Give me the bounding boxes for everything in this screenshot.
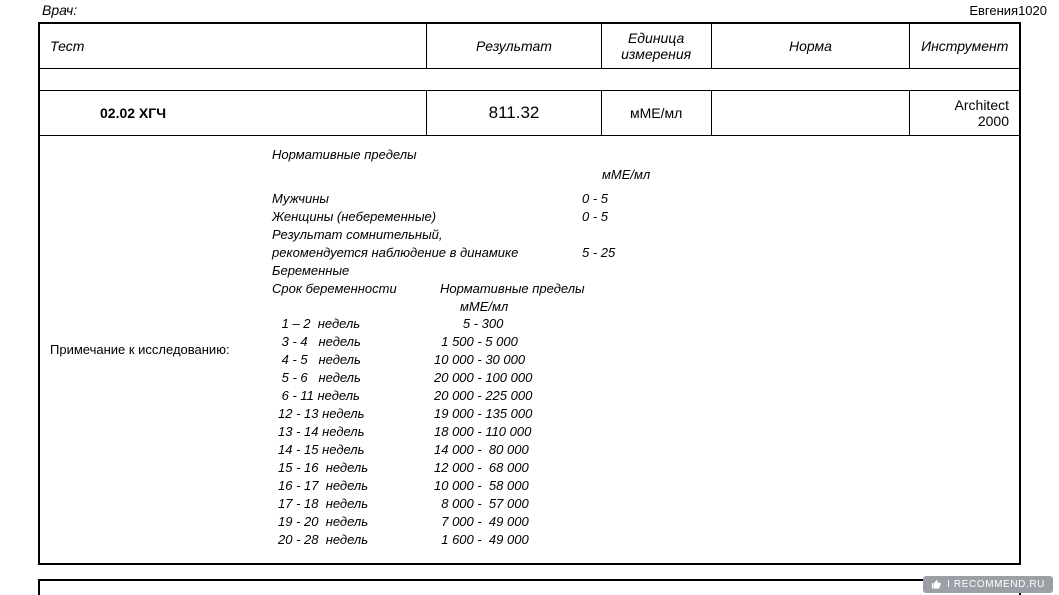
notes-line-label: рекомендуется наблюдение в динамике [272, 244, 582, 262]
notes-unit: мМЕ/мл [272, 166, 650, 184]
notes-body: Нормативные пределы мМЕ/мл Мужчины0 - 5Ж… [272, 146, 650, 549]
pregnancy-row: 17 - 18 недель 8 000 - 57 000 [272, 495, 650, 513]
test-name: 02.02 ХГЧ [39, 91, 427, 136]
pregnancy-row: 15 - 16 недель12 000 - 68 000 [272, 459, 650, 477]
notes-line-label: Результат сомнительный, [272, 226, 582, 244]
notes-line: Женщины (небеременные)0 - 5 [272, 208, 650, 226]
thumb-up-icon [931, 579, 942, 590]
pregnancy-weeks: 1 – 2 недель [272, 315, 434, 333]
notes-line-label: Беременные [272, 262, 582, 280]
preg-hdr-col1: Срок беременности [272, 280, 440, 298]
pregnancy-row: 4 - 5 недель10 000 - 30 000 [272, 351, 650, 369]
pregnancy-row: 20 - 28 недель 1 600 - 49 000 [272, 531, 650, 549]
col-norm: Норма [711, 23, 910, 69]
pregnancy-weeks: 4 - 5 недель [272, 351, 434, 369]
notes-line: рекомендуется наблюдение в динамике5 - 2… [272, 244, 650, 262]
next-section-box [38, 579, 1021, 595]
pregnancy-range: 18 000 - 110 000 [434, 423, 531, 441]
result-row: 02.02 ХГЧ 811.32 мМЕ/мл Architect 2000 [39, 91, 1020, 136]
results-table: Тест Результат Единица измерения Норма И… [38, 22, 1021, 565]
col-result: Результат [427, 23, 601, 69]
col-test: Тест [39, 23, 427, 69]
pregnancy-weeks: 13 - 14 недель [272, 423, 434, 441]
notes-cell: Примечание к исследованию: Нормативные п… [39, 136, 1020, 564]
pregnancy-weeks: 19 - 20 недель [272, 513, 434, 531]
pregnancy-range: 5 - 300 [434, 315, 503, 333]
irecommend-badge: I RECOMMEND.RU [923, 576, 1053, 593]
pregnancy-range: 7 000 - 49 000 [434, 513, 529, 531]
notes-line-value: 0 - 5 [582, 190, 608, 208]
pregnancy-row: 3 - 4 недель 1 500 - 5 000 [272, 333, 650, 351]
pregnancy-weeks: 12 - 13 недель [272, 405, 434, 423]
pregnancy-row: 1 – 2 недель 5 - 300 [272, 315, 650, 333]
pregnancy-row: 5 - 6 недель20 000 - 100 000 [272, 369, 650, 387]
badge-text: I RECOMMEND.RU [947, 579, 1045, 590]
notes-line: Мужчины0 - 5 [272, 190, 650, 208]
preg-hdr-col2: Нормативные пределы [440, 280, 585, 298]
pregnancy-row: 13 - 14 недель18 000 - 110 000 [272, 423, 650, 441]
notes-line: Беременные [272, 262, 650, 280]
notes-line-label: Женщины (небеременные) [272, 208, 582, 226]
pregnancy-row: 12 - 13 недель19 000 - 135 000 [272, 405, 650, 423]
pregnancy-range: 19 000 - 135 000 [434, 405, 532, 423]
col-unit: Единица измерения [601, 23, 711, 69]
pregnancy-weeks: 5 - 6 недель [272, 369, 434, 387]
pregnancy-range: 20 000 - 100 000 [434, 369, 532, 387]
pregnancy-weeks: 6 - 11 недель [272, 387, 434, 405]
pregnancy-range: 10 000 - 30 000 [434, 351, 525, 369]
result-norm [711, 91, 910, 136]
pregnancy-row: 6 - 11 недель20 000 - 225 000 [272, 387, 650, 405]
pregnancy-weeks: 17 - 18 недель [272, 495, 434, 513]
pregnancy-row: 19 - 20 недель 7 000 - 49 000 [272, 513, 650, 531]
pregnancy-range: 10 000 - 58 000 [434, 477, 529, 495]
pregnancy-range: 12 000 - 68 000 [434, 459, 529, 477]
notes-line-label: Мужчины [272, 190, 582, 208]
notes-line-value: 5 - 25 [582, 244, 615, 262]
pregnancy-range: 1 600 - 49 000 [434, 531, 529, 549]
pregnancy-header: Срок беременности Нормативные пределы [272, 280, 650, 298]
pregnancy-row: 16 - 17 недель10 000 - 58 000 [272, 477, 650, 495]
pregnancy-range: 20 000 - 225 000 [434, 387, 532, 405]
result-value: 811.32 [427, 91, 601, 136]
pregnancy-range: 1 500 - 5 000 [434, 333, 518, 351]
notes-title: Нормативные пределы [272, 146, 650, 164]
pregnancy-range: 14 000 - 80 000 [434, 441, 529, 459]
result-instrument: Architect 2000 [910, 91, 1020, 136]
pregnancy-weeks: 14 - 15 недель [272, 441, 434, 459]
notes-label: Примечание к исследованию: [50, 146, 272, 357]
notes-line: Результат сомнительный, [272, 226, 650, 244]
pregnancy-row: 14 - 15 недель14 000 - 80 000 [272, 441, 650, 459]
pregnancy-weeks: 20 - 28 недель [272, 531, 434, 549]
watermark-username: Евгения1020 [969, 3, 1047, 18]
pregnancy-weeks: 16 - 17 недель [272, 477, 434, 495]
preg-subunit: мМЕ/мл [434, 298, 508, 316]
doctor-label: Врач: [42, 2, 77, 18]
result-unit: мМЕ/мл [601, 91, 711, 136]
pregnancy-weeks: 3 - 4 недель [272, 333, 434, 351]
pregnancy-weeks: 15 - 16 недель [272, 459, 434, 477]
notes-line-value: 0 - 5 [582, 208, 608, 226]
col-instrument: Инструмент [910, 23, 1020, 69]
pregnancy-range: 8 000 - 57 000 [434, 495, 529, 513]
